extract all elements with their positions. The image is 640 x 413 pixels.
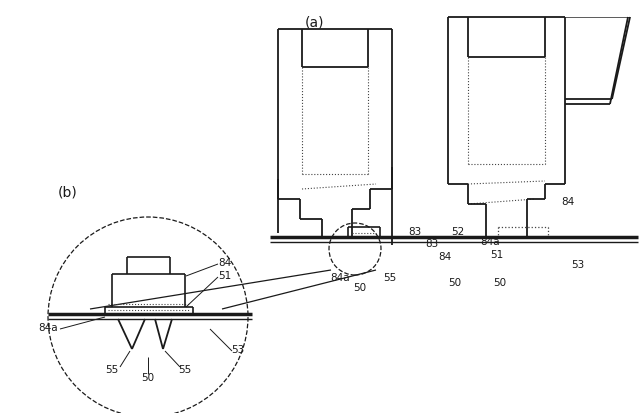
Text: 53: 53 xyxy=(572,259,584,269)
Text: 55: 55 xyxy=(179,364,191,374)
Text: 84: 84 xyxy=(438,252,452,261)
Text: 84a: 84a xyxy=(330,272,350,282)
Text: 50: 50 xyxy=(493,277,507,287)
Text: 53: 53 xyxy=(232,344,244,354)
Text: 52: 52 xyxy=(451,226,465,236)
Text: 84: 84 xyxy=(218,257,232,267)
Text: 55: 55 xyxy=(383,272,397,282)
Text: 55: 55 xyxy=(106,364,118,374)
Text: 51: 51 xyxy=(218,271,232,280)
Text: 51: 51 xyxy=(490,249,504,259)
Text: 50: 50 xyxy=(449,277,461,287)
Text: 84: 84 xyxy=(561,197,575,206)
Text: 83: 83 xyxy=(426,238,438,248)
Text: 50: 50 xyxy=(141,372,155,382)
Text: (b): (b) xyxy=(58,185,78,199)
Text: 50: 50 xyxy=(353,282,367,292)
Text: 83: 83 xyxy=(408,226,422,236)
Text: 84a: 84a xyxy=(38,322,58,332)
Text: (a): (a) xyxy=(305,15,324,29)
Text: 84a: 84a xyxy=(480,236,500,247)
